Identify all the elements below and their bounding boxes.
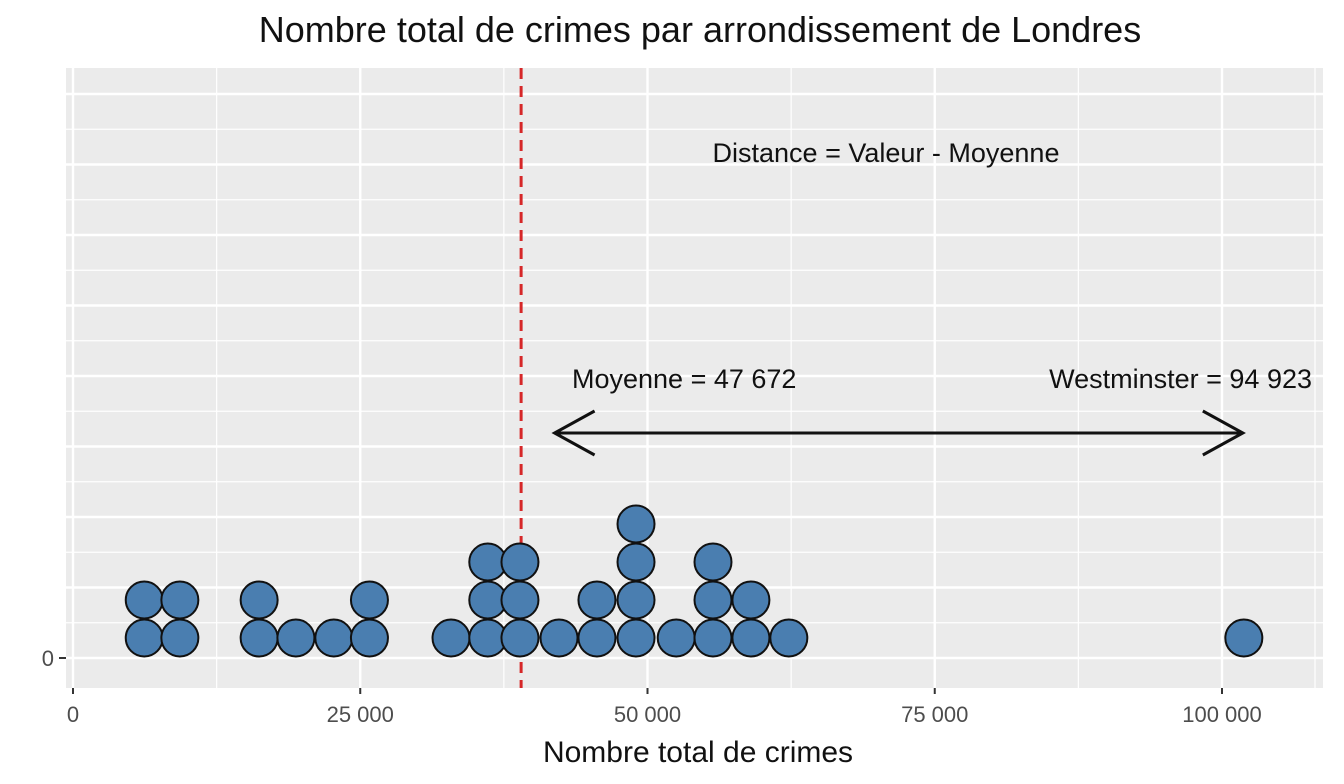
x-axis-label: Nombre total de crimes xyxy=(543,736,853,769)
data-point xyxy=(731,618,771,658)
data-point xyxy=(693,618,733,658)
x-axis: 0 25 000 50 000 75 000 100 000 xyxy=(67,688,1262,727)
x-tick-label: 75 000 xyxy=(901,702,968,727)
mean-annotation: Moyenne = 47 672 xyxy=(572,364,796,394)
data-point xyxy=(1224,618,1264,658)
data-point xyxy=(431,618,471,658)
data-point xyxy=(693,580,733,620)
data-point xyxy=(616,618,656,658)
data-point xyxy=(276,618,316,658)
plot-panel xyxy=(66,68,1323,688)
data-point xyxy=(500,542,540,582)
data-point xyxy=(239,618,279,658)
data-points xyxy=(124,504,1264,658)
data-point xyxy=(160,618,200,658)
data-point xyxy=(616,580,656,620)
data-point xyxy=(124,580,164,620)
data-point xyxy=(577,580,617,620)
x-tick-label: 100 000 xyxy=(1182,702,1262,727)
data-point xyxy=(349,618,389,658)
data-point xyxy=(500,580,540,620)
y-tick-label: 0 xyxy=(42,646,54,671)
arrow-head-right xyxy=(1202,409,1246,457)
grid-lines xyxy=(66,68,1323,688)
data-point xyxy=(693,542,733,582)
distance-annotation: Distance = Valeur - Moyenne xyxy=(713,138,1060,168)
distance-arrow xyxy=(551,409,1246,457)
data-point xyxy=(731,580,771,620)
data-point xyxy=(616,542,656,582)
x-tick-label: 25 000 xyxy=(327,702,394,727)
data-point xyxy=(616,504,656,544)
arrow-head-left xyxy=(551,409,596,457)
data-point xyxy=(349,580,389,620)
data-point xyxy=(160,580,200,620)
data-point xyxy=(124,618,164,658)
data-point xyxy=(239,580,279,620)
value-annotation: Westminster = 94 923 xyxy=(1049,364,1312,394)
x-tick-label: 0 xyxy=(67,702,79,727)
y-axis: 0 xyxy=(42,646,66,671)
chart-title: Nombre total de crimes par arrondissemen… xyxy=(259,9,1141,50)
x-tick-label: 50 000 xyxy=(614,702,681,727)
data-point xyxy=(314,618,354,658)
data-point xyxy=(500,618,540,658)
data-point xyxy=(656,618,696,658)
data-point xyxy=(577,618,617,658)
data-point xyxy=(769,618,809,658)
data-point xyxy=(539,618,579,658)
